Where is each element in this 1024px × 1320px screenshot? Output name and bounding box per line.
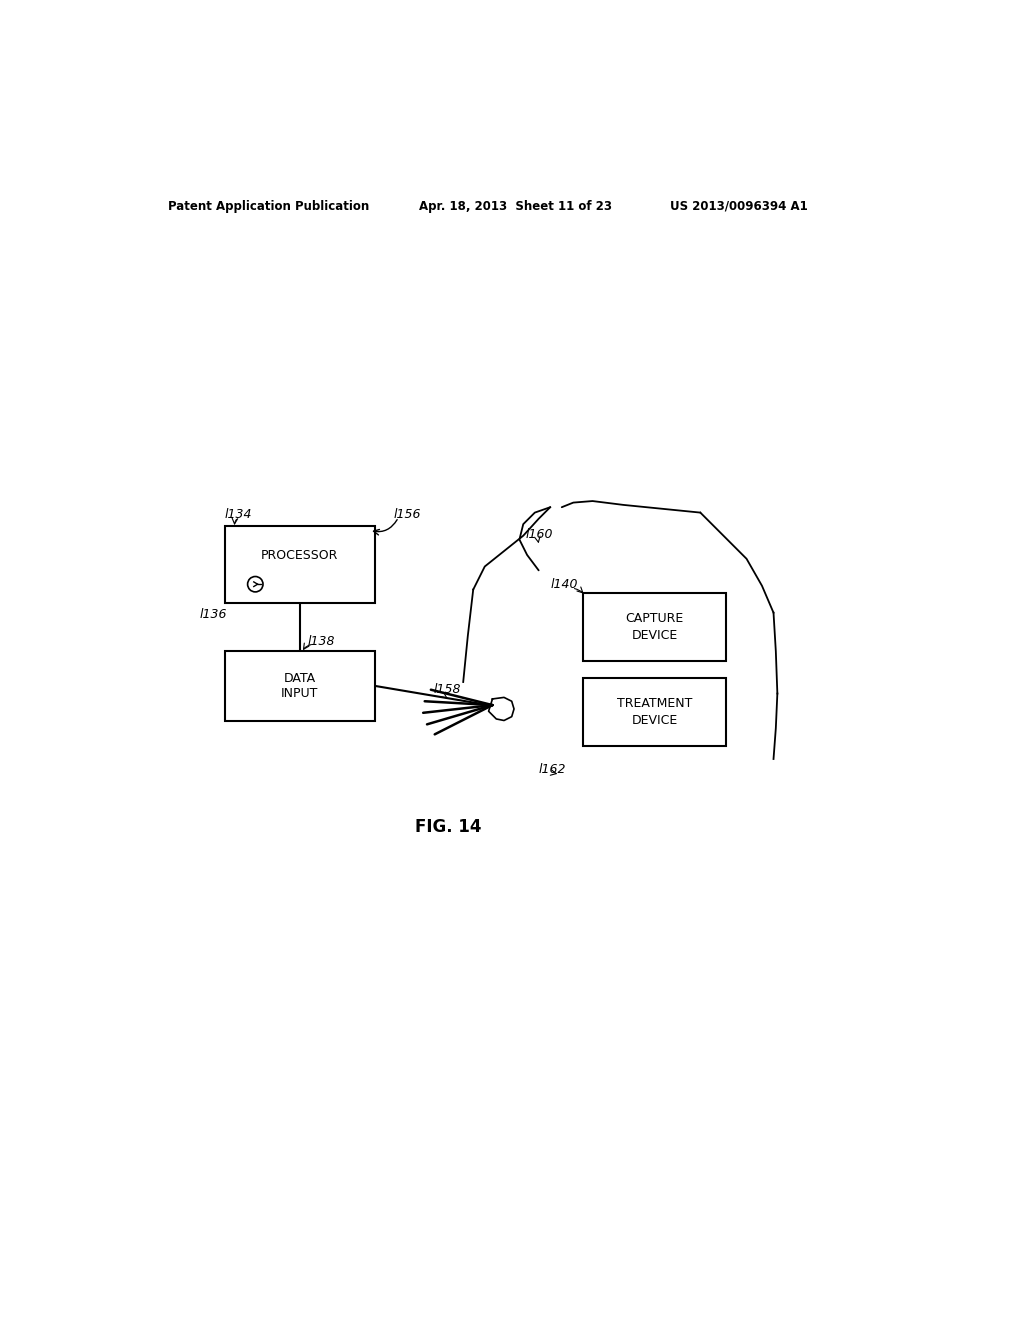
Text: CAPTURE: CAPTURE <box>626 612 684 626</box>
Text: FIG. 14: FIG. 14 <box>416 818 482 836</box>
Text: US 2013/0096394 A1: US 2013/0096394 A1 <box>670 199 807 213</box>
Text: l140: l140 <box>550 578 578 591</box>
Text: l162: l162 <box>539 763 566 776</box>
Bar <box>224 527 375 603</box>
Text: Patent Application Publication: Patent Application Publication <box>168 199 369 213</box>
Text: l160: l160 <box>525 528 553 541</box>
Text: l138: l138 <box>307 635 335 648</box>
Bar <box>584 678 726 746</box>
Text: TREATMENT: TREATMENT <box>616 697 692 710</box>
Bar <box>584 594 726 661</box>
Text: DEVICE: DEVICE <box>632 714 678 727</box>
Text: DEVICE: DEVICE <box>632 630 678 643</box>
Text: DATA: DATA <box>284 672 315 685</box>
Bar <box>224 651 375 721</box>
Text: l136: l136 <box>200 607 227 620</box>
Text: Apr. 18, 2013  Sheet 11 of 23: Apr. 18, 2013 Sheet 11 of 23 <box>419 199 612 213</box>
Text: l134: l134 <box>224 508 252 520</box>
Text: INPUT: INPUT <box>281 686 318 700</box>
Text: l158: l158 <box>433 684 461 696</box>
Text: PROCESSOR: PROCESSOR <box>261 549 338 562</box>
Text: l156: l156 <box>394 508 422 520</box>
